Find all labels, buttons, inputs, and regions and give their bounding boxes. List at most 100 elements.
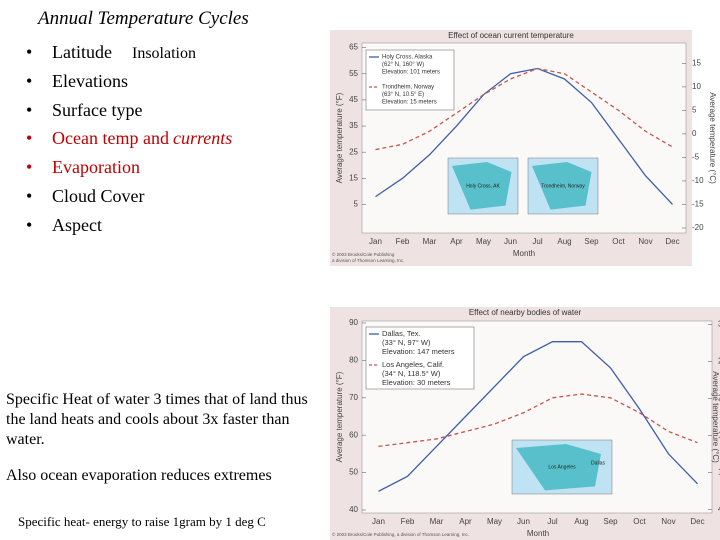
x-tick-label: Aug bbox=[557, 237, 571, 246]
bullet: Aspect bbox=[26, 211, 232, 240]
bullet-text: currents bbox=[172, 128, 233, 149]
bullet-text: Latitude bbox=[52, 42, 112, 62]
x-tick-label: Mar bbox=[423, 237, 437, 246]
series-line bbox=[375, 67, 673, 151]
y-tick-label: 65 bbox=[349, 43, 358, 52]
y2-tick-label: 10 bbox=[692, 82, 701, 91]
y-tick-label: 80 bbox=[349, 356, 358, 365]
x-tick-label: Sep bbox=[584, 237, 599, 246]
bullet: Elevations bbox=[26, 67, 232, 96]
x-tick-label: Feb bbox=[396, 237, 410, 246]
y2-axis-label: Average temperature (°C) bbox=[711, 371, 720, 463]
x-tick-label: Apr bbox=[450, 237, 463, 246]
legend-detail: Elevation: 30 meters bbox=[382, 378, 451, 387]
credit: © 2003 Brooks/Cole Publishing bbox=[332, 251, 395, 257]
inset-land bbox=[452, 162, 512, 210]
y2-tick-label: 10 bbox=[718, 468, 720, 477]
x-tick-label: Jul bbox=[547, 517, 557, 526]
x-tick-label: Dec bbox=[665, 237, 679, 246]
x-tick-label: Jun bbox=[504, 237, 517, 246]
x-tick-label: May bbox=[487, 517, 502, 526]
bullet-text: Cloud Cover bbox=[52, 185, 145, 206]
y-tick-label: 40 bbox=[349, 505, 358, 514]
x-tick-label: Feb bbox=[401, 517, 415, 526]
inset-label: Dallas bbox=[591, 460, 605, 466]
bullet-text: Aspect bbox=[52, 214, 102, 235]
x-tick-label: Jun bbox=[517, 517, 530, 526]
x-tick-label: Nov bbox=[661, 517, 675, 526]
series-line bbox=[375, 67, 673, 205]
legend-label: Dallas, Tex. bbox=[382, 329, 421, 338]
y2-tick-label: 21 bbox=[718, 394, 720, 403]
x-tick-label: Nov bbox=[638, 237, 652, 246]
inset-land bbox=[516, 444, 601, 491]
y2-axis-label: Average temperature (°C) bbox=[708, 92, 717, 184]
bullet-list: Latitude Insolation Elevations Surface ty… bbox=[26, 38, 232, 240]
credit: © 2003 Brooks/Cole Publishing, a divisio… bbox=[332, 531, 469, 537]
y-tick-label: 45 bbox=[349, 95, 358, 104]
x-tick-label: Sep bbox=[603, 517, 618, 526]
bullet-text: Surface type bbox=[52, 99, 143, 120]
legend-detail: Elevation: 15 meters bbox=[382, 100, 437, 106]
y2-tick-label: 15 bbox=[692, 58, 701, 67]
bullet: Latitude Insolation bbox=[26, 38, 232, 67]
x-tick-label: Oct bbox=[612, 237, 625, 246]
bullet: Evaporation bbox=[26, 153, 232, 182]
x-tick-label: Apr bbox=[459, 517, 472, 526]
paragraph: Specific Heat of water 3 times that of l… bbox=[6, 391, 308, 448]
y-tick-label: 55 bbox=[349, 69, 358, 78]
legend-detail: (33° N, 97° W) bbox=[382, 338, 431, 347]
legend-detail: (62° N, 160° W) bbox=[382, 62, 424, 68]
y-tick-label: 15 bbox=[349, 173, 358, 182]
y-tick-label: 60 bbox=[349, 430, 358, 439]
footnote: Specific heat- energy to raise 1gram by … bbox=[18, 514, 266, 529]
y2-tick-label: 4.5 bbox=[718, 505, 720, 514]
bullet: Cloud Cover bbox=[26, 182, 232, 211]
legend bbox=[365, 326, 475, 390]
inset-label: Holy Cross, AK bbox=[466, 183, 500, 189]
legend-detail: (63° N, 10.5° E) bbox=[382, 92, 424, 98]
y-axis-label: Average temperature (°F) bbox=[335, 92, 344, 183]
y2-tick-label: -15 bbox=[692, 200, 704, 209]
y2-tick-label: -5 bbox=[692, 153, 700, 162]
y-axis-label: Average temperature (°F) bbox=[335, 371, 344, 462]
y-tick-label: 5 bbox=[354, 200, 359, 209]
x-tick-label: Jan bbox=[372, 517, 385, 526]
paragraph: Also ocean evaporation reduces extremes bbox=[6, 467, 272, 484]
y2-tick-label: -10 bbox=[692, 176, 704, 185]
y-tick-label: 35 bbox=[349, 121, 358, 130]
x-tick-label: Mar bbox=[430, 517, 444, 526]
y2-tick-label: 26.5 bbox=[718, 357, 720, 366]
legend-label: Holy Cross, Alaska bbox=[382, 55, 433, 61]
y2-tick-label: 5 bbox=[692, 106, 697, 115]
legend-detail: (34° N, 118.5° W) bbox=[382, 369, 441, 378]
legend-detail: Elevation: 101 meters bbox=[382, 70, 440, 76]
y-tick-label: 25 bbox=[349, 147, 358, 156]
x-axis-label: Month bbox=[527, 529, 549, 538]
x-tick-label: Oct bbox=[633, 517, 646, 526]
x-tick-label: Aug bbox=[574, 517, 588, 526]
x-axis-label: Month bbox=[513, 249, 535, 258]
y-tick-label: 50 bbox=[349, 468, 358, 477]
legend-label: Trondheim, Norway bbox=[382, 85, 434, 91]
y2-tick-label: 0 bbox=[692, 129, 697, 138]
y2-tick-label: 32 bbox=[718, 319, 720, 328]
series-line bbox=[378, 341, 698, 492]
y2-tick-label: 15.5 bbox=[718, 431, 720, 440]
y2-tick-label: -20 bbox=[692, 223, 704, 232]
chart-title: Effect of nearby bodies of water bbox=[469, 308, 582, 317]
x-tick-label: May bbox=[476, 237, 491, 246]
inset-label: Los Angeles bbox=[548, 464, 576, 470]
legend-label: Los Angeles, Calif. bbox=[382, 360, 444, 369]
legend bbox=[365, 49, 455, 111]
bullet: Surface type bbox=[26, 96, 232, 125]
bullet-text: Elevations bbox=[52, 70, 128, 91]
inset-label: Trondheim, Norway bbox=[541, 183, 585, 189]
x-tick-label: Jul bbox=[532, 237, 542, 246]
inset-land bbox=[532, 162, 592, 210]
credit: a division of Thomson Learning, Inc. bbox=[332, 258, 404, 263]
legend-detail: Elevation: 147 meters bbox=[382, 347, 455, 356]
